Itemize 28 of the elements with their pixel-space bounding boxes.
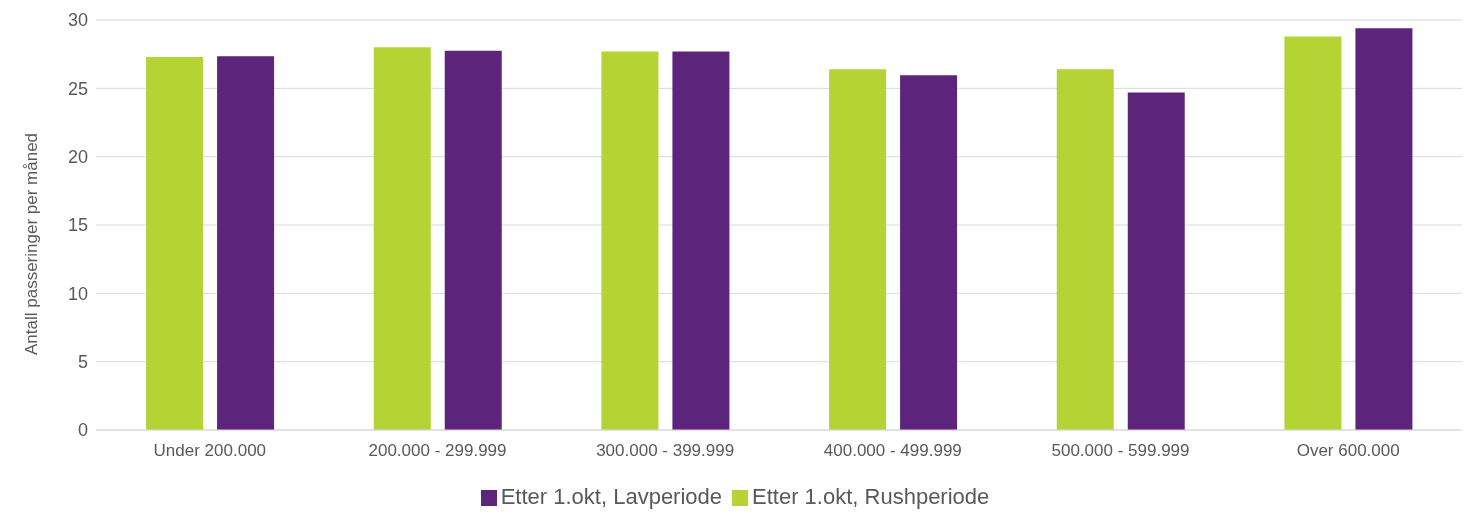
y-tick-label: 30 xyxy=(67,10,88,31)
legend-label: Etter 1.okt, Lavperiode xyxy=(500,484,723,509)
y-tick-label: 10 xyxy=(67,283,88,304)
legend-label: Etter 1.okt, Rushperiode xyxy=(752,484,990,509)
bar xyxy=(146,56,204,430)
bar xyxy=(1355,28,1413,430)
bar xyxy=(444,50,502,430)
x-tick-label: 500.000 - 599.999 xyxy=(1051,441,1190,461)
x-tick-label: Under 200.000 xyxy=(153,441,267,461)
y-tick-label: 15 xyxy=(67,215,88,236)
x-tick-label: 400.000 - 499.999 xyxy=(823,441,962,461)
bar xyxy=(900,75,958,430)
bar xyxy=(601,51,659,430)
y-tick-label: 5 xyxy=(77,352,88,373)
bar xyxy=(672,51,730,430)
bar xyxy=(217,56,275,430)
y-axis-title: Antall passeringer per måned xyxy=(22,132,42,355)
y-tick-label: 0 xyxy=(77,420,88,441)
x-tick-label: 300.000 - 399.999 xyxy=(596,441,735,461)
bar xyxy=(373,47,431,430)
x-tick-label: Over 600.000 xyxy=(1296,441,1400,461)
bar xyxy=(1056,69,1114,430)
bar xyxy=(1127,92,1185,430)
y-tick-label: 25 xyxy=(67,78,88,99)
bar xyxy=(829,69,887,430)
x-tick-label: 200.000 - 299.999 xyxy=(368,441,507,461)
y-tick-label: 20 xyxy=(67,147,88,168)
bar xyxy=(1284,36,1342,430)
